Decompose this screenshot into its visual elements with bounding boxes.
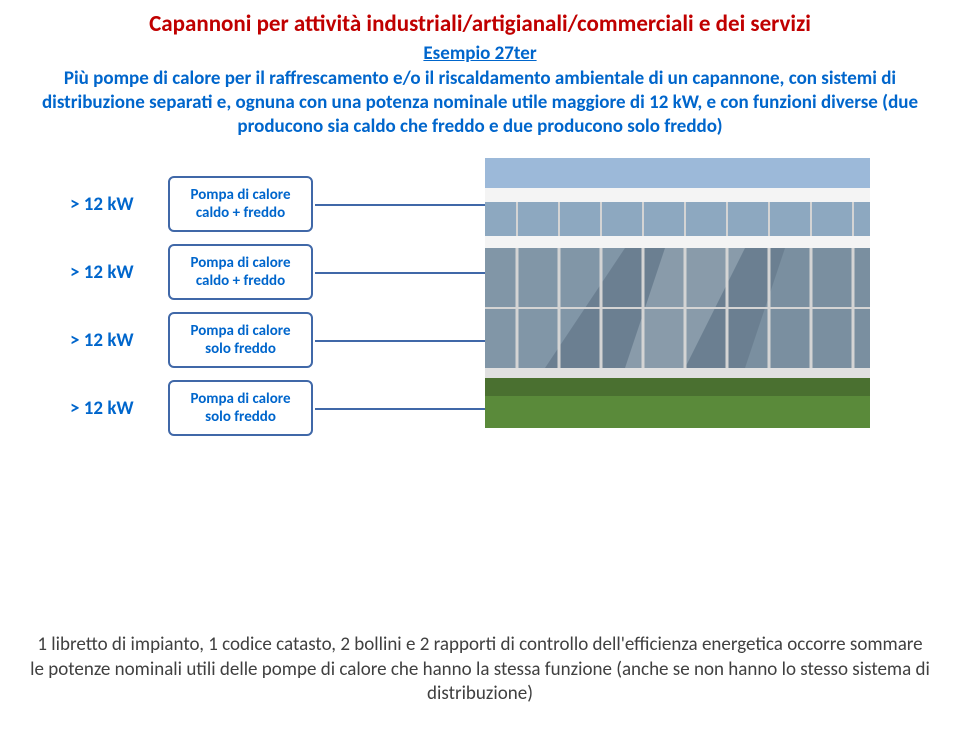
pump-line-2: solo freddo xyxy=(205,408,276,426)
pump-row: > 12 kW Pompa di calore caldo + freddo xyxy=(70,244,313,300)
footer-text: 1 libretto di impianto, 1 codice catasto… xyxy=(30,633,930,707)
page-title: Capannoni per attività industriali/artig… xyxy=(30,10,930,38)
pump-line-1: Pompa di calore xyxy=(190,254,290,272)
building-image xyxy=(485,158,870,428)
pump-line-2: caldo + freddo xyxy=(196,272,285,290)
diagram-area: > 12 kW Pompa di calore caldo + freddo >… xyxy=(30,158,930,478)
kw-label: > 12 kW xyxy=(70,397,150,420)
pump-box: Pompa di calore solo freddo xyxy=(168,380,313,436)
pump-row: > 12 kW Pompa di calore solo freddo xyxy=(70,312,313,368)
pump-box: Pompa di calore caldo + freddo xyxy=(168,176,313,232)
pump-line-2: caldo + freddo xyxy=(196,204,285,222)
pump-line-1: Pompa di calore xyxy=(190,390,290,408)
kw-label: > 12 kW xyxy=(70,329,150,352)
kw-label: > 12 kW xyxy=(70,193,150,216)
description-text: Più pompe di calore per il raffrescament… xyxy=(30,67,930,138)
example-subtitle: Esempio 27ter xyxy=(30,42,930,65)
pump-line-1: Pompa di calore xyxy=(190,322,290,340)
pump-row: > 12 kW Pompa di calore solo freddo xyxy=(70,380,313,436)
pump-line-1: Pompa di calore xyxy=(190,186,290,204)
pump-box: Pompa di calore caldo + freddo xyxy=(168,244,313,300)
pump-line-2: solo freddo xyxy=(205,340,276,358)
kw-label: > 12 kW xyxy=(70,261,150,284)
pump-box: Pompa di calore solo freddo xyxy=(168,312,313,368)
pump-row: > 12 kW Pompa di calore caldo + freddo xyxy=(70,176,313,232)
